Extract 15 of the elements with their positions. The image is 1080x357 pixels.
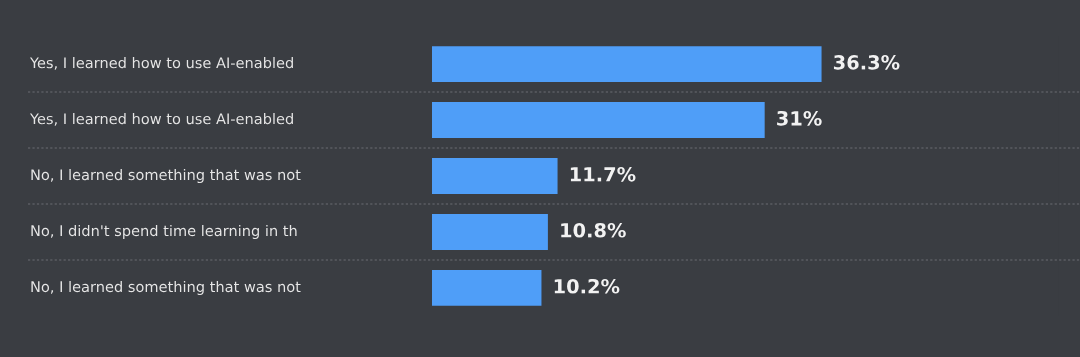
- y-tick-label: Yes, I learned how to use AI-enabled: [29, 112, 293, 126]
- data-label: 31%: [777, 110, 822, 126]
- y-tick-label: No, I learned something that was not: [31, 168, 301, 184]
- data-label: 11.7%: [570, 166, 636, 182]
- y-tick-label: Yes, I learned how to use AI-enabled: [29, 56, 293, 70]
- data-label: 36.3%: [833, 54, 900, 70]
- bar: [432, 214, 548, 250]
- bar: [432, 270, 542, 306]
- bar: [432, 102, 765, 138]
- bar: [432, 46, 822, 82]
- y-tick-label: No, I didn't spend time learning in th: [31, 224, 297, 240]
- data-label: 10.2%: [554, 278, 620, 294]
- y-tick-label: No, I learned something that was not: [31, 280, 301, 296]
- bar: [432, 158, 558, 194]
- data-label: 10.8%: [561, 222, 626, 238]
